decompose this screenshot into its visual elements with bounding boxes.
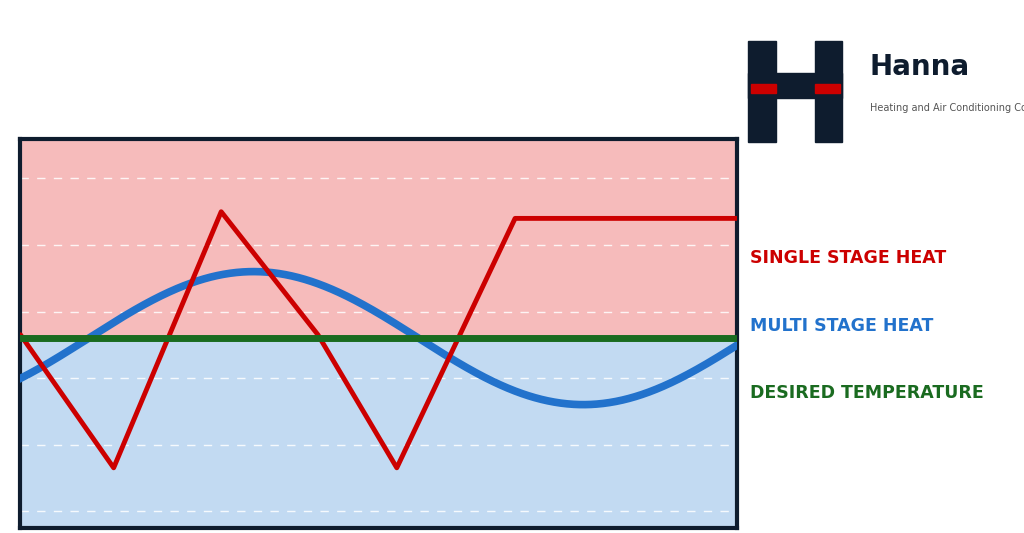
Bar bbox=[815, 84, 840, 93]
Text: MULTI STAGE HEAT: MULTI STAGE HEAT bbox=[751, 317, 934, 335]
Text: Hanna: Hanna bbox=[870, 53, 970, 82]
Text: SINGLE STAGE HEAT: SINGLE STAGE HEAT bbox=[751, 249, 946, 268]
Bar bbox=[751, 84, 776, 93]
Bar bbox=[815, 41, 843, 142]
Text: Heating and Air Conditioning Co.: Heating and Air Conditioning Co. bbox=[870, 103, 1024, 113]
Bar bbox=[749, 74, 843, 98]
Text: MULTI-STAGE VS SINGLE STAGE FURNACES: MULTI-STAGE VS SINGLE STAGE FURNACES bbox=[39, 61, 735, 88]
Bar bbox=[749, 41, 776, 142]
Text: DESIRED TEMPERATURE: DESIRED TEMPERATURE bbox=[751, 384, 984, 402]
